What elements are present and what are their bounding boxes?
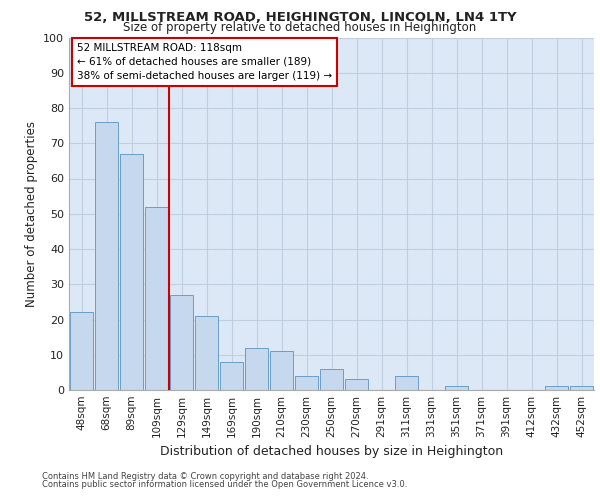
Bar — [269, 351, 293, 390]
Bar — [295, 376, 319, 390]
Text: 52, MILLSTREAM ROAD, HEIGHINGTON, LINCOLN, LN4 1TY: 52, MILLSTREAM ROAD, HEIGHINGTON, LINCOL… — [83, 11, 517, 24]
Bar — [320, 369, 343, 390]
Bar — [170, 295, 193, 390]
Bar — [445, 386, 469, 390]
Bar — [70, 312, 94, 390]
Text: Size of property relative to detached houses in Heighington: Size of property relative to detached ho… — [124, 22, 476, 35]
Bar — [145, 206, 169, 390]
Bar — [220, 362, 244, 390]
Bar — [245, 348, 268, 390]
Bar — [545, 386, 568, 390]
Bar — [95, 122, 118, 390]
Text: Contains HM Land Registry data © Crown copyright and database right 2024.: Contains HM Land Registry data © Crown c… — [42, 472, 368, 481]
Bar — [119, 154, 143, 390]
Bar — [194, 316, 218, 390]
Y-axis label: Number of detached properties: Number of detached properties — [25, 120, 38, 306]
Bar — [395, 376, 418, 390]
Text: Contains public sector information licensed under the Open Government Licence v3: Contains public sector information licen… — [42, 480, 407, 489]
Bar — [569, 386, 593, 390]
Bar — [344, 380, 368, 390]
X-axis label: Distribution of detached houses by size in Heighington: Distribution of detached houses by size … — [160, 446, 503, 458]
Text: 52 MILLSTREAM ROAD: 118sqm
← 61% of detached houses are smaller (189)
38% of sem: 52 MILLSTREAM ROAD: 118sqm ← 61% of deta… — [77, 43, 332, 81]
